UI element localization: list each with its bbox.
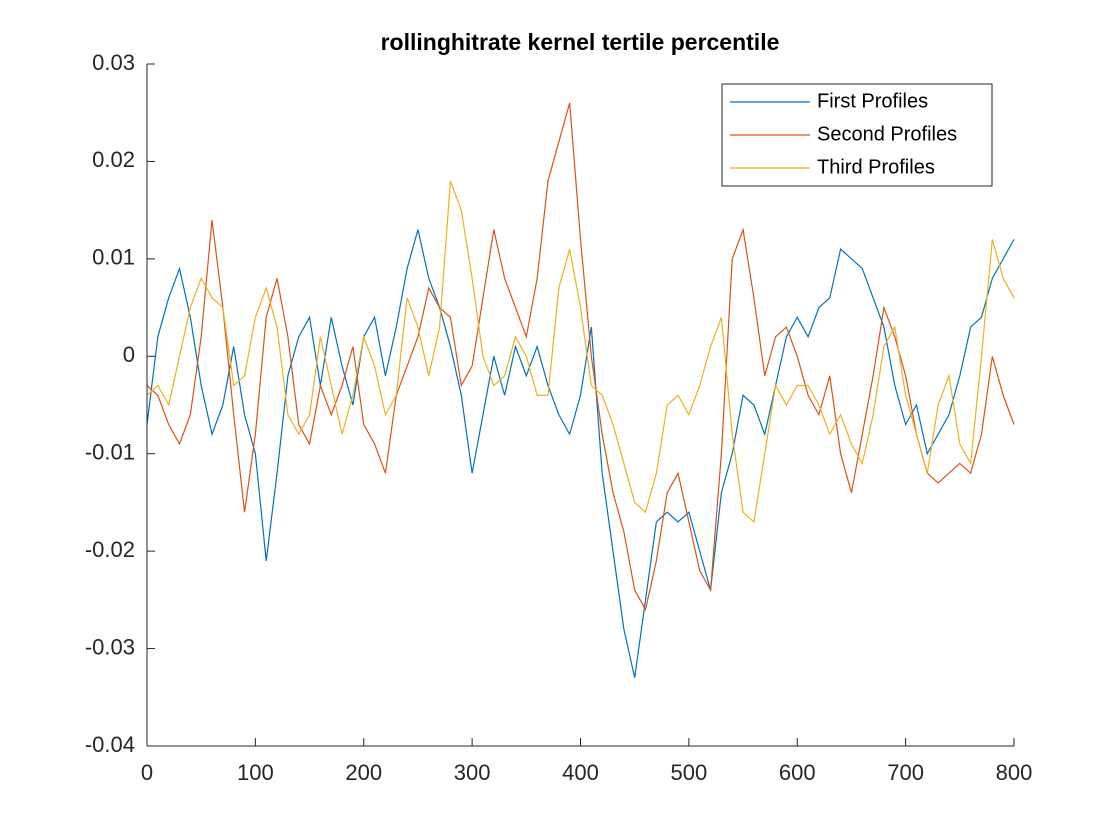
x-tick-label: 800	[996, 760, 1033, 785]
x-tick-label: 500	[671, 760, 708, 785]
y-tick-label: 0	[123, 342, 135, 367]
x-tick-label: 300	[454, 760, 491, 785]
y-tick-label: 0.02	[92, 147, 135, 172]
x-tick-label: 200	[345, 760, 382, 785]
x-tick-label: 100	[237, 760, 274, 785]
legend: First Profiles Second Profiles Third Profi…	[721, 83, 993, 187]
x-tick-label: 600	[779, 760, 816, 785]
series-line	[146, 102, 1015, 612]
y-tick-label: 0.03	[92, 50, 135, 75]
x-tick-label: 700	[887, 760, 924, 785]
chart-title: rollinghitrate kernel tertile percentile	[381, 29, 780, 55]
legend-label: Third Profiles	[817, 156, 935, 178]
x-tick-label: 0	[141, 760, 153, 785]
legend-label: First Profiles	[817, 90, 928, 112]
y-tick-label: 0.01	[92, 245, 135, 270]
y-tick-label: -0.02	[85, 537, 135, 562]
legend-label: Second Profiles	[817, 123, 957, 145]
y-tick-label: -0.04	[85, 732, 135, 757]
y-tick-label: -0.01	[85, 440, 135, 465]
series-line	[146, 180, 1015, 524]
x-tick-label: 400	[562, 760, 599, 785]
y-tick-label: -0.03	[85, 634, 135, 659]
